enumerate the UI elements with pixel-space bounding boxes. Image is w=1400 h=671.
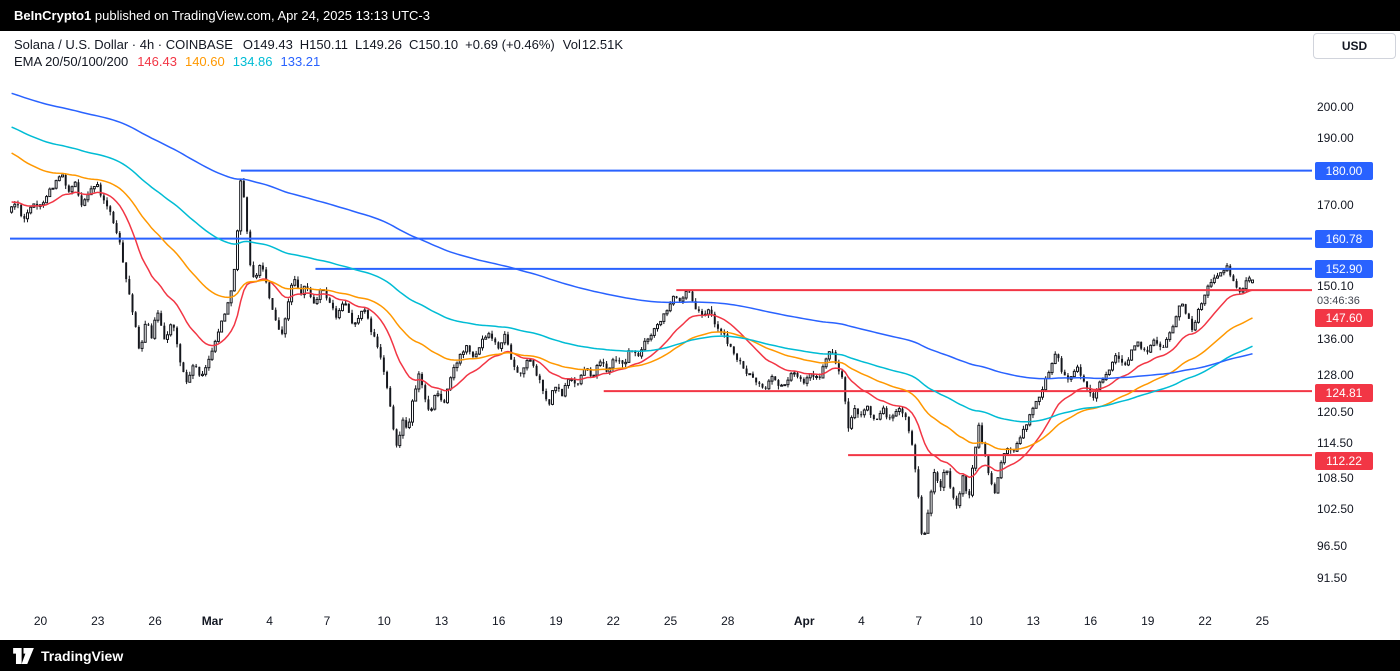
symbol-legend-row: Solana / U.S. Dollar · 4h · COINBASE O14… <box>14 36 623 53</box>
ema-value-20: 146.43 <box>137 54 177 69</box>
chart-legend: Solana / U.S. Dollar · 4h · COINBASE O14… <box>14 36 623 70</box>
ema-value-100: 134.86 <box>232 54 273 69</box>
ohlc-close: C150.10 <box>408 37 459 52</box>
candlestick-chart-canvas[interactable] <box>0 31 1400 640</box>
ema-value-50: 140.60 <box>184 54 225 69</box>
ema-legend-row: EMA 20/50/100/200 146.43 140.60 134.86 133.… <box>14 53 623 70</box>
publish-topbar: BeInCrypto1 published on TradingView.com… <box>0 0 1400 31</box>
publish-info-text: published on TradingView.com, Apr 24, 20… <box>91 8 430 23</box>
publisher-name: BeInCrypto1 <box>14 8 92 23</box>
volume-label: Vol <box>562 37 581 52</box>
ohlc-open: O149.43 <box>242 37 293 52</box>
ohlc-values: O149.43 H150.11 L149.26 C150.10 <box>243 36 465 53</box>
ema-value-200: 133.21 <box>280 54 321 69</box>
currency-toggle-button[interactable]: USD <box>1313 33 1396 59</box>
ohlc-high: H150.11 <box>299 37 348 52</box>
tradingview-logo-icon[interactable] <box>13 647 34 664</box>
brand-footer: TradingView <box>0 640 1400 671</box>
tradingview-wordmark[interactable]: TradingView <box>41 647 124 664</box>
volume-value: 12.51K <box>581 37 624 52</box>
ohlc-low: L149.26 <box>354 37 402 52</box>
ema-indicator-label[interactable]: EMA 20/50/100/200 <box>14 54 129 69</box>
chart-area: Solana / U.S. Dollar · 4h · COINBASE O14… <box>0 31 1400 640</box>
ema-values: 146.43 140.60 134.86 133.21 <box>137 53 328 70</box>
change-value: +0.69 (+0.46%) <box>465 37 555 52</box>
symbol-title[interactable]: Solana / U.S. Dollar · 4h · COINBASE <box>14 37 233 52</box>
